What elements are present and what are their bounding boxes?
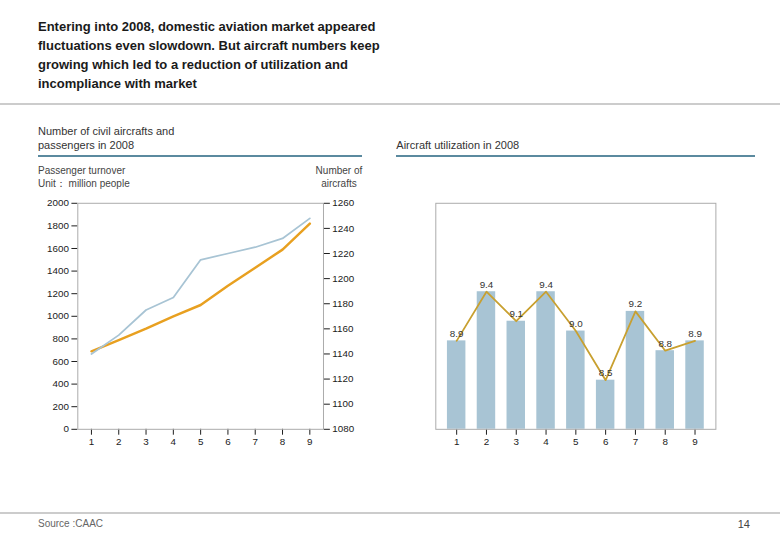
svg-text:1120: 1120 bbox=[332, 374, 354, 385]
svg-text:1: 1 bbox=[454, 437, 459, 448]
svg-text:1180: 1180 bbox=[332, 298, 354, 309]
svg-text:1240: 1240 bbox=[332, 223, 354, 234]
svg-text:9: 9 bbox=[307, 436, 312, 447]
svg-text:1600: 1600 bbox=[47, 243, 69, 254]
svg-text:1200: 1200 bbox=[332, 273, 354, 284]
svg-text:9.4: 9.4 bbox=[480, 279, 494, 290]
svg-text:800: 800 bbox=[53, 333, 70, 344]
svg-text:1220: 1220 bbox=[332, 248, 354, 259]
svg-text:6: 6 bbox=[225, 436, 231, 447]
svg-text:1400: 1400 bbox=[47, 266, 69, 277]
svg-text:4: 4 bbox=[171, 436, 177, 447]
html-text:Passenger turnover Unit： milli: Passenger turnover Unit： million people bbox=[38, 165, 130, 189]
svg-text:0: 0 bbox=[63, 424, 69, 435]
html-text:Number of civil aircrafts and: Number of civil aircrafts and passengers… bbox=[38, 124, 175, 152]
svg-text:8.8: 8.8 bbox=[659, 338, 673, 349]
svg-text:1080: 1080 bbox=[332, 424, 354, 435]
svg-text:8.5: 8.5 bbox=[599, 368, 613, 379]
svg-text:200: 200 bbox=[53, 401, 70, 412]
svg-text:2000: 2000 bbox=[47, 198, 69, 209]
svg-text:1000: 1000 bbox=[47, 311, 69, 322]
svg-text:9: 9 bbox=[693, 437, 698, 448]
svg-text:3: 3 bbox=[514, 437, 520, 448]
svg-text:2: 2 bbox=[116, 436, 121, 447]
svg-text:8: 8 bbox=[280, 436, 286, 447]
html-text:Aircraft utilization in 2008: Aircraft utilization in 2008 bbox=[396, 139, 520, 152]
svg-text:5: 5 bbox=[198, 436, 204, 447]
svg-text:3: 3 bbox=[143, 436, 149, 447]
svg-text:1800: 1800 bbox=[47, 220, 69, 231]
svg-text:1140: 1140 bbox=[332, 348, 354, 359]
svg-text:6: 6 bbox=[603, 437, 609, 448]
svg-text:8.9: 8.9 bbox=[688, 328, 702, 339]
html-text:Entering into 2008, domestic a: Entering into 2008, domestic aviation ma… bbox=[38, 19, 380, 91]
svg-text:600: 600 bbox=[53, 356, 70, 367]
html-text:Number of aircrafts: Number of aircrafts bbox=[315, 165, 363, 189]
svg-text:1260: 1260 bbox=[332, 198, 354, 209]
svg-text:7: 7 bbox=[252, 436, 257, 447]
svg-text:7: 7 bbox=[633, 437, 638, 448]
html-text:14: 14 bbox=[737, 518, 750, 530]
svg-text:9.4: 9.4 bbox=[540, 279, 554, 290]
html-text:Source :CAAC: Source :CAAC bbox=[38, 518, 103, 529]
svg-text:1100: 1100 bbox=[332, 399, 354, 410]
svg-text:1200: 1200 bbox=[47, 288, 69, 299]
svg-text:1160: 1160 bbox=[332, 323, 354, 334]
svg-text:8.9: 8.9 bbox=[450, 328, 464, 339]
svg-text:9.2: 9.2 bbox=[629, 299, 643, 310]
svg-text:400: 400 bbox=[53, 379, 70, 390]
svg-text:9.1: 9.1 bbox=[510, 309, 524, 320]
svg-text:1: 1 bbox=[89, 436, 94, 447]
svg-text:2: 2 bbox=[484, 437, 489, 448]
svg-text:5: 5 bbox=[573, 437, 579, 448]
svg-text:8: 8 bbox=[663, 437, 669, 448]
svg-text:9.0: 9.0 bbox=[569, 318, 583, 329]
svg-text:4: 4 bbox=[544, 437, 550, 448]
